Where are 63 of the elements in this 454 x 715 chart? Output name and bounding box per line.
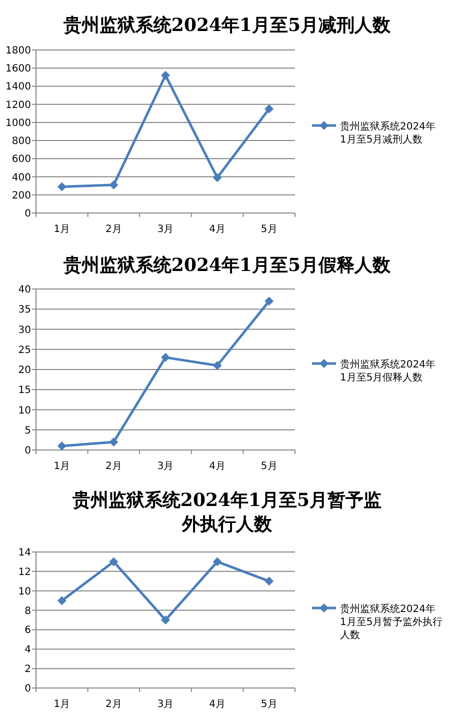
y-tick-label: 2 bbox=[24, 664, 31, 676]
point bbox=[57, 441, 66, 450]
x-tick-label: 5月 bbox=[260, 461, 278, 472]
y-tick-label: 600 bbox=[12, 154, 31, 166]
point bbox=[212, 360, 222, 370]
y-tick-label: 400 bbox=[12, 172, 31, 184]
point bbox=[109, 180, 118, 190]
y-tick-label: 1600 bbox=[6, 64, 31, 75]
point bbox=[161, 352, 170, 362]
y-tick-label: 1400 bbox=[6, 82, 31, 93]
x-tick-label: 3月 bbox=[157, 699, 174, 710]
y-tick-label: 800 bbox=[12, 136, 31, 148]
x-tick-label: 3月 bbox=[157, 224, 174, 235]
x-tick-label: 2月 bbox=[106, 224, 122, 235]
y-tick-label: 5 bbox=[24, 425, 31, 436]
y-tick-label: 0 bbox=[24, 208, 31, 220]
y-tick-label: 200 bbox=[12, 190, 31, 202]
point bbox=[264, 576, 274, 586]
point bbox=[212, 173, 222, 182]
x-tick-label: 2月 bbox=[106, 699, 122, 710]
y-tick-label: 12 bbox=[18, 566, 31, 578]
y-tick-label: 1800 bbox=[6, 46, 31, 56]
chart-title: 贵州监狱系统2024年1月至5月减刑人数 bbox=[62, 15, 392, 36]
y-tick-label: 25 bbox=[18, 344, 31, 356]
legend-label: 贵州监狱系统2024年1月至5月假释人数 bbox=[340, 358, 436, 384]
y-tick-label: 10 bbox=[18, 586, 31, 598]
point bbox=[264, 296, 274, 306]
x-tick-label: 5月 bbox=[260, 699, 278, 710]
y-tick-label: 1200 bbox=[6, 100, 31, 111]
legend-label: 贵州监狱系统2024年1月至5月暂予监外执行人数 bbox=[340, 603, 443, 641]
point bbox=[57, 596, 66, 606]
legend-label: 贵州监狱系统2024年1月至5月减刑人数 bbox=[340, 120, 436, 146]
y-tick-label: 14 bbox=[18, 548, 31, 558]
x-tick-label: 1月 bbox=[54, 461, 70, 472]
y-tick-label: 1000 bbox=[6, 118, 31, 129]
y-tick-label: 0 bbox=[24, 446, 31, 456]
x-tick-label: 1月 bbox=[54, 224, 70, 235]
chart-title: 贵州监狱系统2024年1月至5月假释人数 bbox=[62, 255, 392, 276]
y-tick-label: 6 bbox=[24, 625, 31, 636]
point bbox=[161, 616, 170, 624]
x-tick-label: 3月 bbox=[157, 461, 174, 472]
point bbox=[57, 182, 66, 192]
y-tick-label: 35 bbox=[18, 304, 31, 316]
x-tick-label: 5月 bbox=[260, 224, 278, 235]
y-tick-label: 30 bbox=[18, 324, 31, 336]
x-tick-label: 2月 bbox=[106, 461, 122, 472]
chart-title: 贵州监狱系统2024年1月至5月暂予监外执行人数 bbox=[71, 490, 382, 535]
point bbox=[264, 104, 274, 114]
y-tick-label: 40 bbox=[18, 284, 31, 296]
y-tick-label: 20 bbox=[18, 365, 31, 376]
point bbox=[161, 70, 170, 80]
x-tick-label: 4月 bbox=[209, 461, 226, 472]
point bbox=[109, 437, 118, 446]
y-tick-label: 8 bbox=[24, 606, 31, 617]
y-tick-label: 4 bbox=[24, 644, 31, 656]
point bbox=[212, 557, 222, 566]
x-tick-label: 4月 bbox=[209, 699, 226, 710]
x-tick-label: 4月 bbox=[209, 224, 226, 235]
y-tick-label: 10 bbox=[18, 405, 31, 416]
y-tick-label: 0 bbox=[24, 684, 31, 694]
y-tick-label: 15 bbox=[18, 385, 31, 396]
point bbox=[109, 557, 118, 566]
x-tick-label: 1月 bbox=[54, 699, 70, 710]
